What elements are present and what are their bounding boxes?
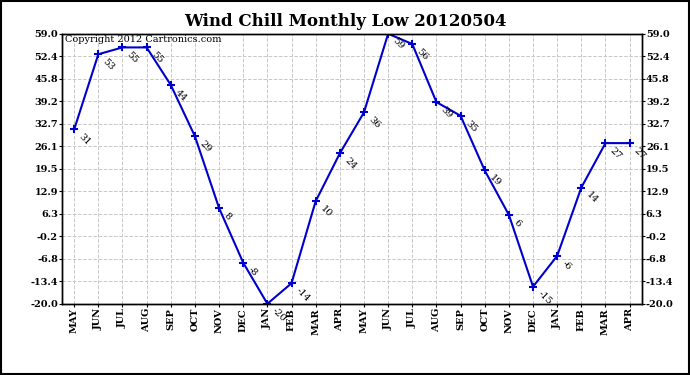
Text: 55: 55	[126, 50, 140, 65]
Text: 44: 44	[174, 88, 189, 103]
Text: 10: 10	[319, 204, 333, 219]
Text: 8: 8	[222, 211, 233, 222]
Text: 59: 59	[391, 36, 406, 51]
Text: 27: 27	[609, 146, 624, 161]
Text: 39: 39	[440, 105, 454, 120]
Text: 19: 19	[488, 173, 502, 188]
Text: 31: 31	[77, 132, 92, 147]
Text: -6: -6	[560, 259, 573, 272]
Text: Wind Chill Monthly Low 20120504: Wind Chill Monthly Low 20120504	[184, 13, 506, 30]
Text: 53: 53	[101, 57, 116, 72]
Text: 55: 55	[150, 50, 164, 65]
Text: Copyright 2012 Cartronics.com: Copyright 2012 Cartronics.com	[65, 35, 221, 44]
Text: 14: 14	[584, 190, 600, 206]
Text: 36: 36	[367, 115, 382, 130]
Text: -15: -15	[536, 290, 553, 307]
Text: 27: 27	[633, 146, 648, 161]
Text: -8: -8	[246, 266, 259, 279]
Text: 35: 35	[464, 118, 478, 134]
Text: 6: 6	[512, 217, 522, 228]
Text: 24: 24	[343, 156, 358, 171]
Text: -14: -14	[295, 286, 312, 303]
Text: -20: -20	[270, 306, 288, 324]
Text: 29: 29	[198, 139, 213, 154]
Text: 56: 56	[415, 47, 430, 62]
